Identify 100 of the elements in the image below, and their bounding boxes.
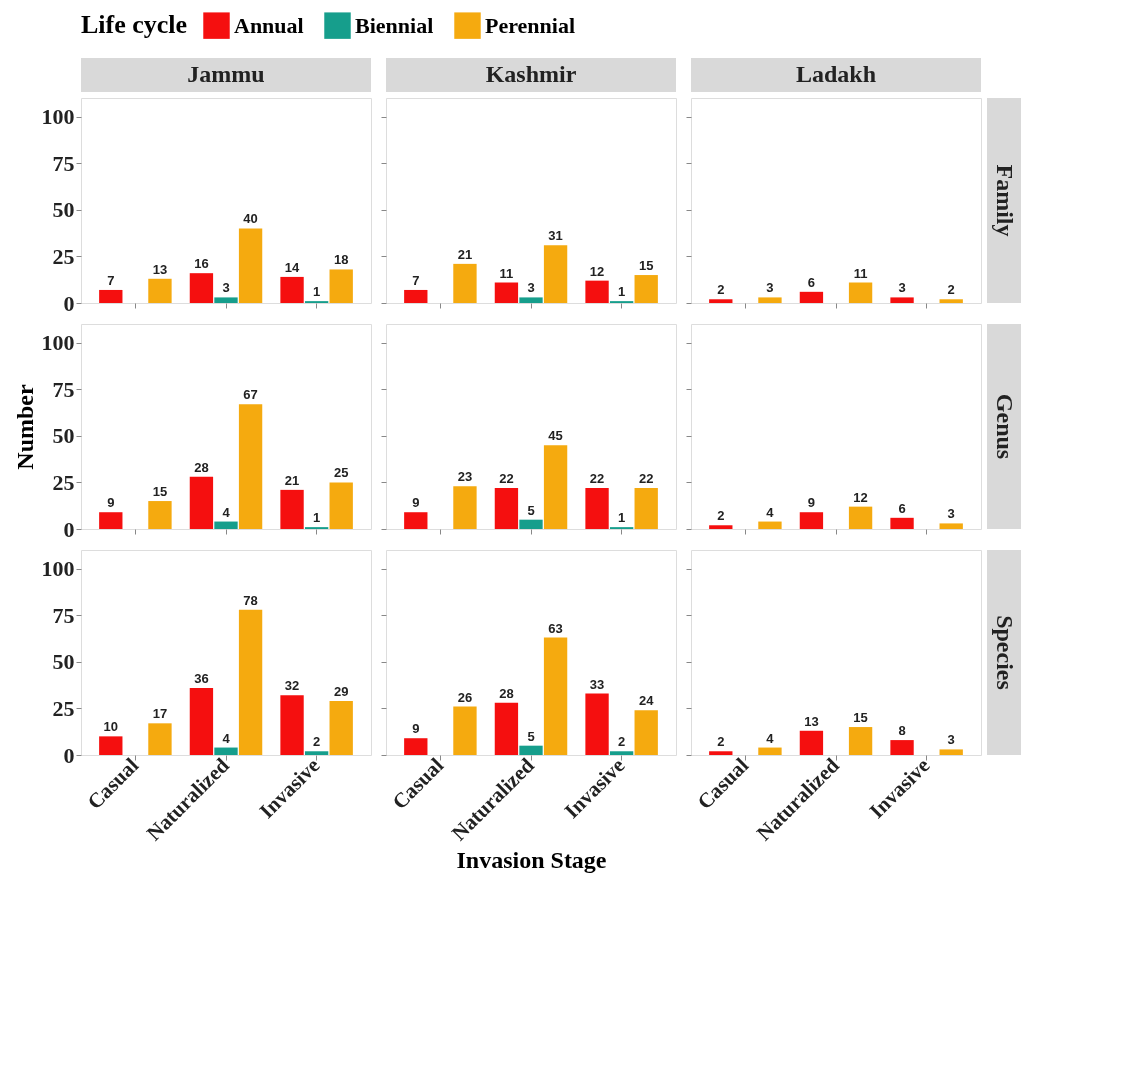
data-label: 2 bbox=[947, 282, 955, 298]
data-label: 13 bbox=[152, 261, 168, 277]
data-label: 31 bbox=[548, 228, 563, 244]
data-label: 15 bbox=[638, 258, 654, 274]
data-label: 24 bbox=[638, 693, 655, 709]
bar bbox=[799, 512, 824, 529]
y2-axis-title: Genus bbox=[992, 393, 1018, 460]
bar bbox=[585, 693, 609, 755]
bar bbox=[890, 740, 914, 755]
data-label: 15 bbox=[853, 710, 868, 726]
bar bbox=[634, 488, 658, 529]
bar bbox=[453, 263, 477, 303]
data-label: 2 bbox=[717, 282, 725, 298]
data-label: 17 bbox=[152, 706, 168, 722]
data-label: 67 bbox=[243, 387, 258, 403]
bar bbox=[709, 525, 733, 529]
bar bbox=[494, 488, 519, 529]
bar bbox=[543, 637, 568, 755]
bar bbox=[148, 723, 172, 755]
bar bbox=[543, 445, 568, 529]
y-tick-label: 0 bbox=[63, 516, 75, 542]
data-label: 3 bbox=[947, 732, 955, 748]
legend-label: Perennial bbox=[485, 12, 576, 38]
bar bbox=[404, 289, 428, 303]
data-label: 28 bbox=[194, 459, 209, 475]
y-tick-label: 100 bbox=[41, 556, 75, 582]
data-label: 2 bbox=[717, 508, 725, 524]
data-label: 78 bbox=[243, 592, 258, 608]
legend-label: Annual bbox=[234, 12, 304, 38]
data-label: 14 bbox=[284, 259, 301, 275]
data-label: 3 bbox=[527, 280, 535, 296]
bar bbox=[494, 702, 519, 755]
y-tick-label: 75 bbox=[52, 150, 75, 176]
bar bbox=[214, 747, 238, 755]
y-tick-label: 75 bbox=[52, 376, 75, 402]
data-label: 2 bbox=[717, 734, 725, 750]
chart-title: Ladakh bbox=[795, 61, 877, 87]
data-label: 2 bbox=[313, 734, 321, 750]
bar bbox=[634, 275, 658, 303]
data-label: 22 bbox=[499, 471, 514, 486]
bar bbox=[494, 282, 519, 303]
bar bbox=[758, 521, 782, 529]
data-label: 1 bbox=[313, 510, 321, 526]
bar bbox=[238, 609, 263, 755]
bar bbox=[848, 727, 873, 755]
bar bbox=[404, 512, 428, 529]
data-label: 1 bbox=[618, 510, 626, 526]
bar bbox=[939, 749, 963, 755]
bar bbox=[709, 299, 733, 303]
y-tick-label: 25 bbox=[52, 695, 75, 721]
bar bbox=[189, 273, 214, 303]
data-label: 40 bbox=[243, 211, 258, 227]
bar bbox=[329, 482, 353, 529]
data-label: 32 bbox=[284, 678, 300, 694]
bar bbox=[519, 297, 543, 303]
data-label: 1 bbox=[313, 284, 321, 300]
y-axis-title: Number bbox=[11, 383, 38, 470]
data-label: 9 bbox=[412, 721, 420, 737]
data-label: 33 bbox=[589, 676, 605, 692]
y-tick-label: 25 bbox=[52, 243, 75, 269]
bar bbox=[890, 297, 914, 303]
bar bbox=[519, 519, 543, 529]
y-tick-label: 25 bbox=[52, 469, 75, 495]
bar bbox=[519, 745, 543, 755]
bar bbox=[238, 404, 263, 529]
bar bbox=[758, 297, 782, 303]
bar bbox=[453, 486, 477, 529]
chart-title: Kashmir bbox=[485, 61, 577, 87]
bar bbox=[189, 476, 214, 529]
data-label: 6 bbox=[807, 274, 816, 290]
bar bbox=[453, 706, 477, 755]
data-label: 28 bbox=[499, 685, 514, 701]
legend-title: Life cycle bbox=[81, 10, 188, 39]
bar bbox=[280, 489, 304, 529]
bar bbox=[585, 488, 609, 529]
data-label: 16 bbox=[194, 256, 209, 272]
bar bbox=[404, 738, 428, 755]
legend-label: Biennial bbox=[355, 12, 434, 38]
data-label: 63 bbox=[548, 620, 563, 636]
bar bbox=[709, 751, 733, 755]
data-label: 11 bbox=[853, 265, 868, 281]
y-tick-label: 100 bbox=[41, 104, 75, 130]
data-label: 45 bbox=[548, 428, 563, 444]
data-label: 4 bbox=[222, 730, 231, 746]
bar bbox=[99, 736, 123, 755]
bar bbox=[585, 280, 609, 303]
bar bbox=[99, 512, 123, 529]
y-tick-label: 75 bbox=[52, 602, 75, 628]
bar bbox=[280, 276, 304, 303]
x-axis-title: Invasion Stage bbox=[456, 846, 607, 873]
data-label: 5 bbox=[527, 502, 535, 518]
bar bbox=[148, 501, 172, 529]
bar bbox=[634, 710, 658, 755]
bar bbox=[758, 747, 782, 755]
y-tick-label: 50 bbox=[52, 197, 75, 223]
data-label: 11 bbox=[499, 265, 514, 281]
y-tick-label: 50 bbox=[52, 423, 75, 449]
data-label: 3 bbox=[898, 280, 906, 296]
data-label: 9 bbox=[807, 495, 816, 511]
data-label: 3 bbox=[766, 280, 774, 296]
